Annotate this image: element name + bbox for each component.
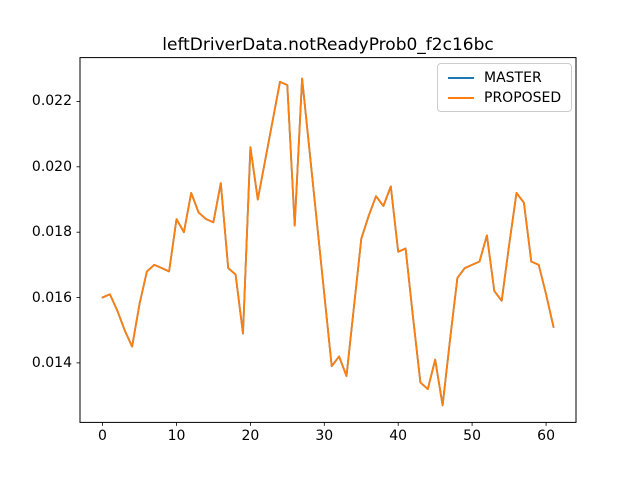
y-tick-label: 0.020 — [31, 158, 72, 175]
x-tick-label: 10 — [167, 428, 186, 444]
x-tick-label: 30 — [315, 428, 334, 444]
legend-label: PROPOSED — [484, 90, 562, 106]
x-tick-label: 40 — [389, 428, 408, 444]
x-tick-label: 0 — [98, 428, 107, 444]
chart-title: leftDriverData.notReadyProb0_f2c16bc — [162, 35, 494, 55]
axes-frame — [79, 57, 577, 423]
legend-line-swatch-proposed — [448, 97, 474, 99]
series-line-proposed — [101, 77, 555, 407]
y-tick-label: 0.016 — [31, 289, 72, 306]
x-tick-label: 20 — [241, 428, 260, 444]
legend-label: MASTER — [484, 70, 542, 86]
y-tick-label: 0.014 — [31, 354, 72, 371]
legend-line-swatch-master — [448, 77, 474, 79]
x-tick-label: 60 — [537, 428, 555, 444]
legend-entry: MASTER — [448, 68, 571, 88]
legend: MASTER PROPOSED — [437, 63, 572, 112]
y-tick-label: 0.022 — [31, 93, 72, 110]
legend-entry: PROPOSED — [448, 88, 571, 108]
x-tick-label: 50 — [463, 428, 481, 444]
y-tick-label: 0.018 — [31, 224, 72, 241]
